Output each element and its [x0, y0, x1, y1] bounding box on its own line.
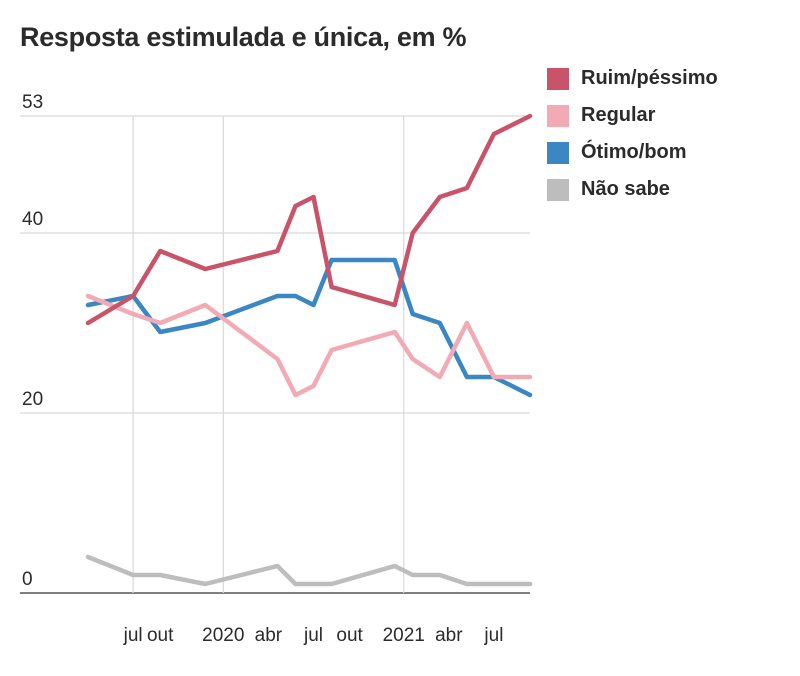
legend-item-regular: Regular — [547, 97, 718, 134]
y-tick-label: 20 — [22, 389, 43, 410]
chart-title: Resposta estimulada e única, em % — [20, 22, 467, 52]
x-axis-ticks: jul out 2020 abr jul out 2021 abr jul — [123, 625, 504, 646]
series-line-regular — [85, 293, 533, 398]
legend-item-nao-sabe: Não sabe — [547, 171, 718, 208]
chart-legend: Ruim/péssimo Regular Ótimo/bom Não sabe — [547, 60, 718, 208]
legend-label: Regular — [581, 104, 656, 126]
x-tick-label: jul — [303, 625, 323, 646]
series-line-ruim-p-ssimo — [85, 113, 533, 326]
x-tick-label: abr — [255, 625, 283, 646]
x-tick-label: abr — [435, 625, 463, 646]
x-tick-label: 2021 — [383, 625, 425, 646]
legend-swatch — [547, 141, 569, 164]
y-tick-label: 40 — [22, 209, 43, 230]
legend-label: Ótimo/bom — [581, 141, 687, 163]
chart-grid — [20, 115, 530, 594]
x-tick-label: jul — [483, 625, 503, 646]
chart-lines — [85, 113, 533, 587]
x-tick-label: jul — [123, 625, 143, 646]
series-line--timo-bom — [85, 257, 533, 398]
y-tick-label: 0 — [22, 569, 33, 590]
legend-swatch — [547, 67, 569, 90]
x-tick-label: out — [336, 625, 363, 646]
legend-item-otimo-bom: Ótimo/bom — [547, 134, 718, 171]
y-axis-ticks: 0 20 40 53 — [22, 92, 43, 590]
legend-swatch — [547, 178, 569, 201]
legend-item-ruim-pessimo: Ruim/péssimo — [547, 60, 718, 97]
legend-label: Não sabe — [581, 178, 670, 200]
y-tick-label: 53 — [22, 92, 43, 113]
series-line-n-o-sabe — [85, 554, 533, 587]
legend-label: Ruim/péssimo — [581, 67, 718, 89]
x-tick-label: out — [147, 625, 174, 646]
x-tick-label: 2020 — [202, 625, 244, 646]
legend-swatch — [547, 104, 569, 127]
